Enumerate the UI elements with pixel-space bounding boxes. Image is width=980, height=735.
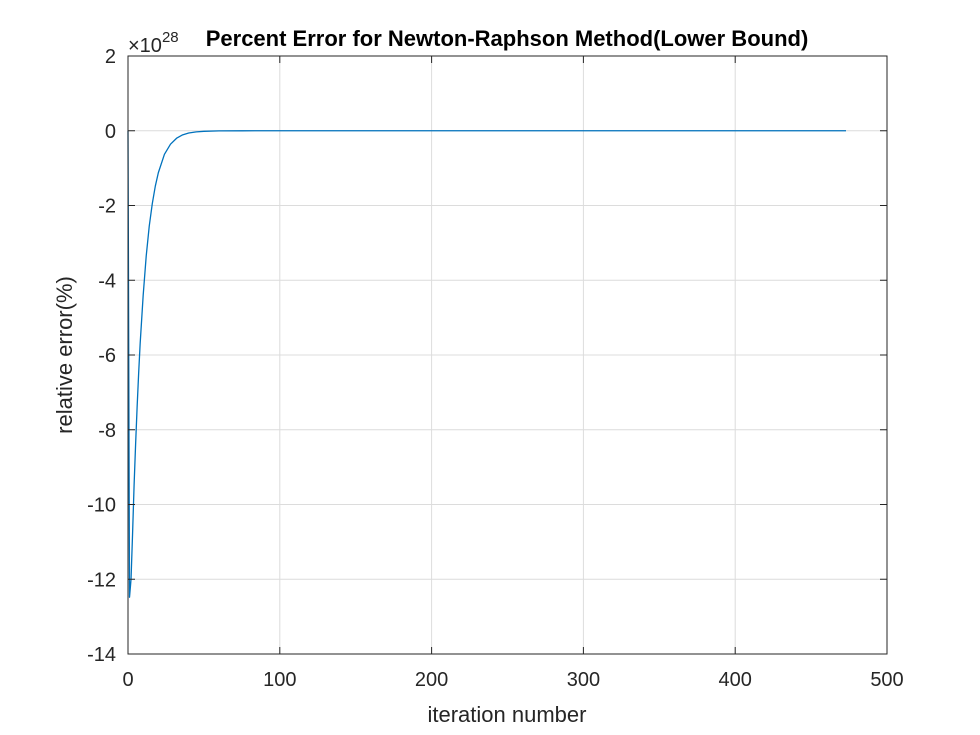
y-tick-label: -14 (87, 644, 116, 666)
x-axis-label: iteration number (428, 702, 587, 727)
y-tick-label: 0 (105, 121, 116, 143)
y-tick-label: 2 (105, 46, 116, 68)
x-tick-label: 0 (122, 669, 133, 691)
y-tick-label: -6 (98, 345, 116, 367)
y-tick-label: -8 (98, 420, 116, 442)
y-axis-label: relative error(%) (52, 276, 77, 434)
x-tick-label: 300 (567, 669, 600, 691)
y-exponent-power: 28 (162, 29, 179, 46)
y-tick-label: -4 (98, 270, 116, 292)
y-exponent-base: ×10 (128, 35, 162, 57)
x-tick-label: 100 (263, 669, 296, 691)
x-tick-label: 200 (415, 669, 448, 691)
x-tick-label: 500 (870, 669, 903, 691)
x-tick-label: 400 (719, 669, 752, 691)
series-layer (127, 130, 847, 598)
y-axis-exponent: ×1028 (128, 29, 179, 57)
y-tick-label: -12 (87, 569, 116, 591)
chart-title: Percent Error for Newton-Raphson Method(… (206, 26, 809, 51)
y-tick-label: -2 (98, 196, 116, 218)
series-line (127, 130, 847, 598)
y-axis-ticks: 2 0 -2 -4 -6 -8 -10 -12 -14 (87, 46, 887, 666)
x-axis-ticks: 0 100 200 300 400 500 (122, 56, 904, 691)
y-tick-label: -10 (87, 495, 116, 517)
